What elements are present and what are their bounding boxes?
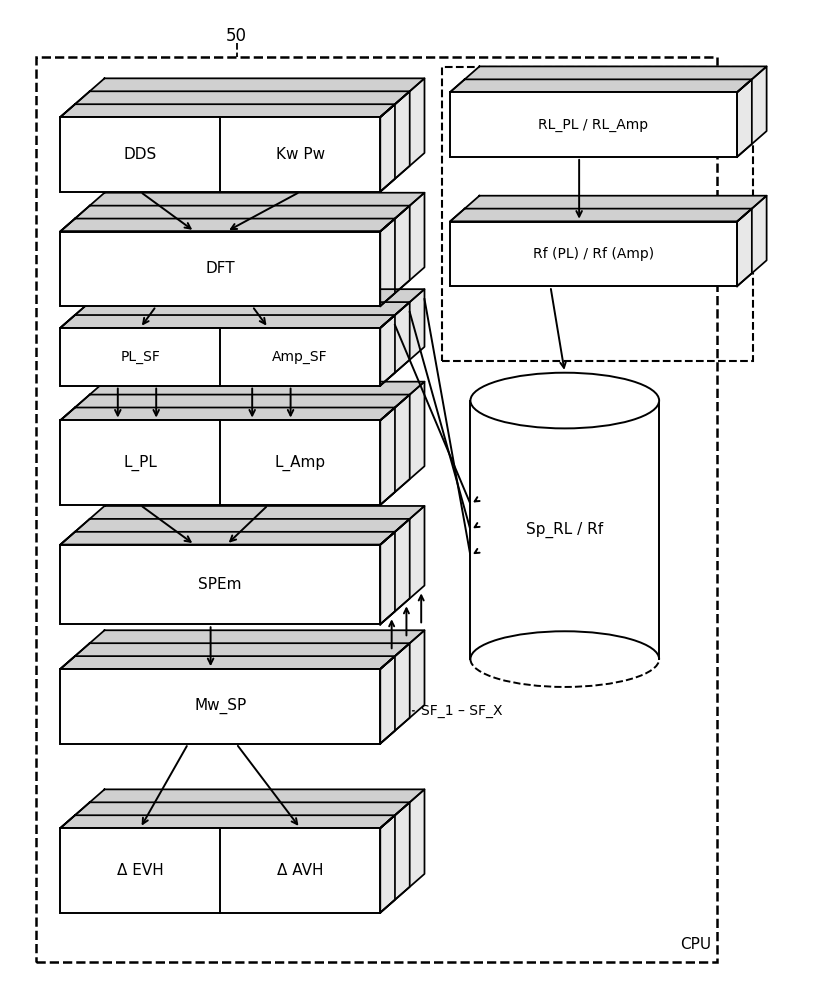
Polygon shape	[60, 506, 425, 545]
Bar	[60, 420, 380, 505]
Polygon shape	[737, 196, 767, 286]
Text: RL_PL / RL_Amp: RL_PL / RL_Amp	[539, 118, 648, 132]
Polygon shape	[380, 802, 410, 913]
Polygon shape	[60, 643, 410, 669]
Polygon shape	[450, 196, 767, 222]
Text: L_Amp: L_Amp	[274, 455, 325, 471]
Polygon shape	[60, 532, 395, 545]
Bar	[60, 545, 380, 624]
Bar	[450, 222, 737, 286]
Polygon shape	[380, 219, 395, 306]
Polygon shape	[380, 302, 410, 386]
Polygon shape	[471, 401, 659, 659]
Bar	[60, 828, 380, 913]
Polygon shape	[60, 206, 410, 232]
Polygon shape	[737, 66, 767, 157]
Polygon shape	[60, 789, 425, 828]
Text: Kw Pw: Kw Pw	[276, 147, 325, 162]
Polygon shape	[60, 104, 395, 117]
Polygon shape	[380, 656, 395, 744]
Ellipse shape	[471, 373, 659, 428]
Polygon shape	[737, 209, 752, 286]
Text: Amp_SF: Amp_SF	[273, 350, 328, 364]
Text: SF_1 – SF_X: SF_1 – SF_X	[421, 704, 503, 718]
Polygon shape	[60, 91, 410, 117]
Text: PL_SF: PL_SF	[121, 350, 160, 364]
Polygon shape	[450, 66, 767, 92]
Text: SPEm: SPEm	[198, 577, 242, 592]
Polygon shape	[60, 315, 395, 328]
Polygon shape	[60, 395, 410, 420]
Polygon shape	[60, 289, 425, 328]
Polygon shape	[450, 79, 752, 92]
Text: Mw_SP: Mw_SP	[194, 698, 246, 714]
Polygon shape	[380, 289, 425, 386]
Polygon shape	[380, 206, 410, 306]
Polygon shape	[380, 630, 425, 744]
Bar	[60, 117, 380, 192]
Polygon shape	[380, 532, 395, 624]
Polygon shape	[737, 79, 752, 157]
Text: Δ AVH: Δ AVH	[277, 863, 324, 878]
Polygon shape	[380, 315, 395, 386]
Text: Sp_RL / Rf: Sp_RL / Rf	[526, 522, 603, 538]
Text: CPU: CPU	[681, 937, 712, 952]
Bar	[60, 669, 380, 744]
Bar	[442, 67, 753, 361]
Polygon shape	[60, 519, 410, 545]
Text: L_PL: L_PL	[123, 455, 157, 471]
Ellipse shape	[471, 631, 659, 687]
Text: 50: 50	[226, 27, 247, 45]
Polygon shape	[380, 506, 425, 624]
Polygon shape	[380, 643, 410, 744]
Polygon shape	[380, 408, 395, 505]
Polygon shape	[380, 104, 395, 192]
Polygon shape	[60, 78, 425, 117]
Bar	[60, 232, 380, 306]
Polygon shape	[60, 802, 410, 828]
Polygon shape	[60, 219, 395, 232]
Polygon shape	[60, 656, 395, 669]
Polygon shape	[60, 193, 425, 232]
Polygon shape	[380, 78, 425, 192]
Polygon shape	[60, 630, 425, 669]
Polygon shape	[380, 815, 395, 913]
Polygon shape	[380, 789, 425, 913]
Polygon shape	[380, 519, 410, 624]
Polygon shape	[380, 382, 425, 505]
Bar	[36, 57, 717, 962]
Polygon shape	[60, 815, 395, 828]
Text: Δ EVH: Δ EVH	[116, 863, 164, 878]
Polygon shape	[380, 91, 410, 192]
Text: DDS: DDS	[124, 147, 157, 162]
Polygon shape	[450, 209, 752, 222]
Polygon shape	[380, 193, 425, 306]
Polygon shape	[60, 302, 410, 328]
Polygon shape	[60, 408, 395, 420]
Bar	[60, 328, 380, 386]
Text: DFT: DFT	[206, 261, 235, 276]
Polygon shape	[380, 395, 410, 505]
Polygon shape	[60, 382, 425, 420]
Bar	[450, 92, 737, 157]
Text: Rf (PL) / Rf (Amp): Rf (PL) / Rf (Amp)	[533, 247, 654, 261]
